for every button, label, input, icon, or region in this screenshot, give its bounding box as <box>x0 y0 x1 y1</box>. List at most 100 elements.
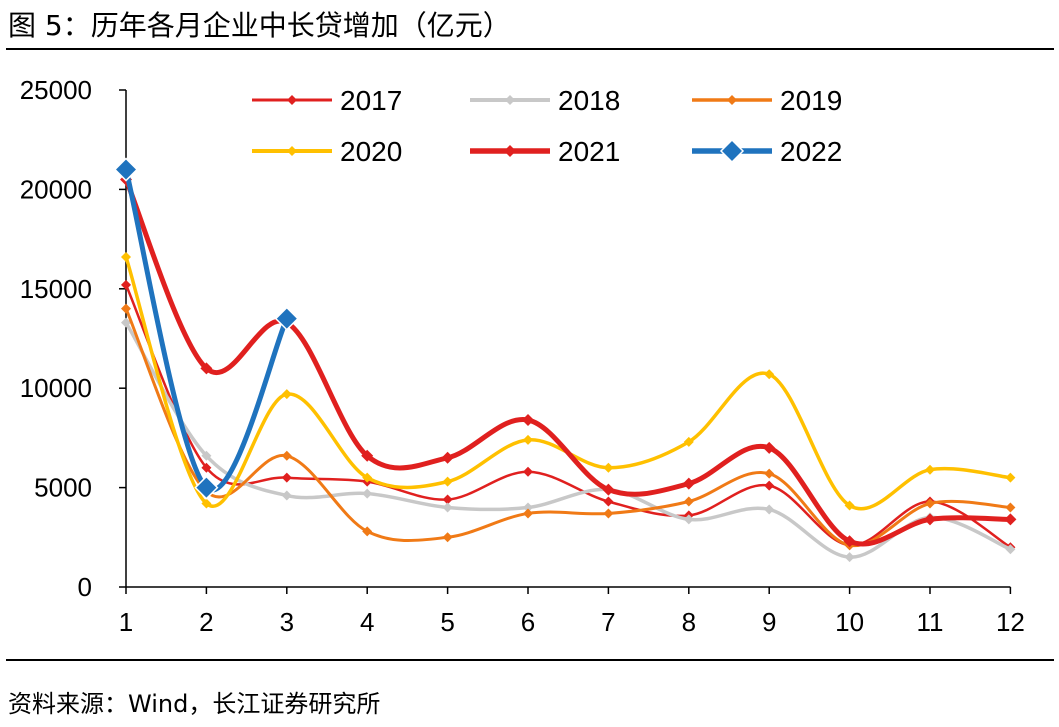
data-point-2019 <box>523 508 533 519</box>
data-point-2017 <box>281 472 292 483</box>
y-tick-label: 25000 <box>20 75 92 105</box>
data-point-2020 <box>844 500 855 511</box>
data-point-2021 <box>682 477 695 490</box>
series-2021 <box>120 173 1017 548</box>
data-point-2020 <box>442 476 453 487</box>
data-point-2019 <box>281 450 292 461</box>
data-point-2019 <box>362 526 373 537</box>
data-point-2021 <box>843 535 856 548</box>
y-tick-label: 5000 <box>34 473 92 503</box>
legend-item-2022: 2022 <box>692 136 842 167</box>
data-point-2017 <box>201 462 212 473</box>
data-point-2020 <box>603 462 614 473</box>
data-point-2021 <box>924 513 936 526</box>
data-point-2021 <box>441 451 454 464</box>
data-point-2020 <box>201 498 212 509</box>
legend-label: 2018 <box>558 85 620 116</box>
legend-marker <box>727 95 737 105</box>
y-tick-label: 0 <box>78 572 92 602</box>
data-point-2018 <box>683 514 694 525</box>
data-point-2019 <box>442 532 453 543</box>
data-point-2021 <box>1004 513 1017 526</box>
x-tick-label: 3 <box>280 607 294 637</box>
legend-marker <box>505 95 515 105</box>
source-note: 资料来源：Wind，长江证券研究所 <box>8 690 381 718</box>
series-line-2017 <box>124 283 1012 549</box>
data-point-2019 <box>121 303 131 314</box>
series-2020 <box>121 251 1016 511</box>
series-line-2020 <box>124 255 1013 511</box>
data-point-2018 <box>523 502 533 513</box>
y-tick-label: 10000 <box>20 373 92 403</box>
data-point-2021 <box>763 441 776 454</box>
legend-label: 2020 <box>340 136 402 167</box>
data-point-2019 <box>603 508 614 519</box>
x-tick-label: 12 <box>996 607 1025 637</box>
x-tick-label: 1 <box>119 607 133 637</box>
top-rule <box>6 48 1054 50</box>
x-tick-label: 9 <box>762 607 776 637</box>
data-point-2017 <box>442 494 453 505</box>
x-tick-label: 10 <box>835 607 864 637</box>
legend-label: 2017 <box>340 85 402 116</box>
series-lines <box>113 157 1017 563</box>
chart-title: 图 5：历年各月企业中长贷增加（亿元） <box>8 9 511 42</box>
data-point-2020 <box>523 434 533 445</box>
data-point-2020 <box>925 464 935 475</box>
data-point-2017 <box>523 466 533 477</box>
legend: 2017 2018 2019 2020 2021 2022 <box>252 85 842 167</box>
x-tick-label: 11 <box>917 607 944 637</box>
data-point-2017 <box>603 496 614 507</box>
data-point-2021 <box>361 449 374 462</box>
data-point-2020 <box>121 251 131 262</box>
data-point-2020 <box>683 436 694 447</box>
legend-item-2018: 2018 <box>470 85 620 116</box>
x-tick-label: 7 <box>601 607 615 637</box>
data-point-2017 <box>764 480 775 491</box>
bottom-rule <box>6 659 1054 661</box>
data-point-2018 <box>281 490 292 501</box>
legend-marker <box>287 95 297 105</box>
data-point-2018 <box>201 450 212 461</box>
series-line-2019 <box>124 307 1012 548</box>
data-point-2020 <box>1005 472 1016 483</box>
data-point-2021 <box>522 414 534 427</box>
series-line-2018 <box>124 320 1013 559</box>
data-point-2019 <box>1005 502 1016 513</box>
data-point-2019 <box>764 468 775 479</box>
data-point-2021 <box>602 483 615 496</box>
legend-label: 2019 <box>780 85 842 116</box>
legend-marker <box>504 145 516 157</box>
x-tick-label: 6 <box>521 607 535 637</box>
data-point-2018 <box>442 502 453 513</box>
y-tick-label: 15000 <box>20 274 92 304</box>
data-point-2019 <box>683 496 694 507</box>
data-point-2020 <box>764 369 775 380</box>
data-point-2018 <box>362 488 373 499</box>
data-point-2022 <box>194 475 219 500</box>
data-point-2018 <box>121 317 131 328</box>
legend-item-2020: 2020 <box>252 136 402 167</box>
legend-marker <box>719 138 745 164</box>
data-point-2022 <box>113 157 139 182</box>
y-tick-label: 20000 <box>20 174 92 204</box>
legend-label: 2022 <box>780 136 842 167</box>
x-tick-label: 8 <box>682 607 696 637</box>
legend-item-2017: 2017 <box>252 85 402 116</box>
x-tick-label: 2 <box>199 607 213 637</box>
data-point-2022 <box>274 306 299 331</box>
data-point-2018 <box>844 552 855 563</box>
data-point-2019 <box>925 498 935 509</box>
legend-item-2019: 2019 <box>692 85 842 116</box>
legend-item-2021: 2021 <box>470 136 620 167</box>
x-tick-label: 5 <box>440 607 454 637</box>
legend-label: 2021 <box>558 136 620 167</box>
data-point-2020 <box>281 389 292 400</box>
data-point-2020 <box>362 472 373 483</box>
data-point-2018 <box>1005 544 1016 555</box>
series-2022 <box>113 157 299 500</box>
legend-marker <box>287 146 297 156</box>
data-point-2017 <box>121 279 131 290</box>
